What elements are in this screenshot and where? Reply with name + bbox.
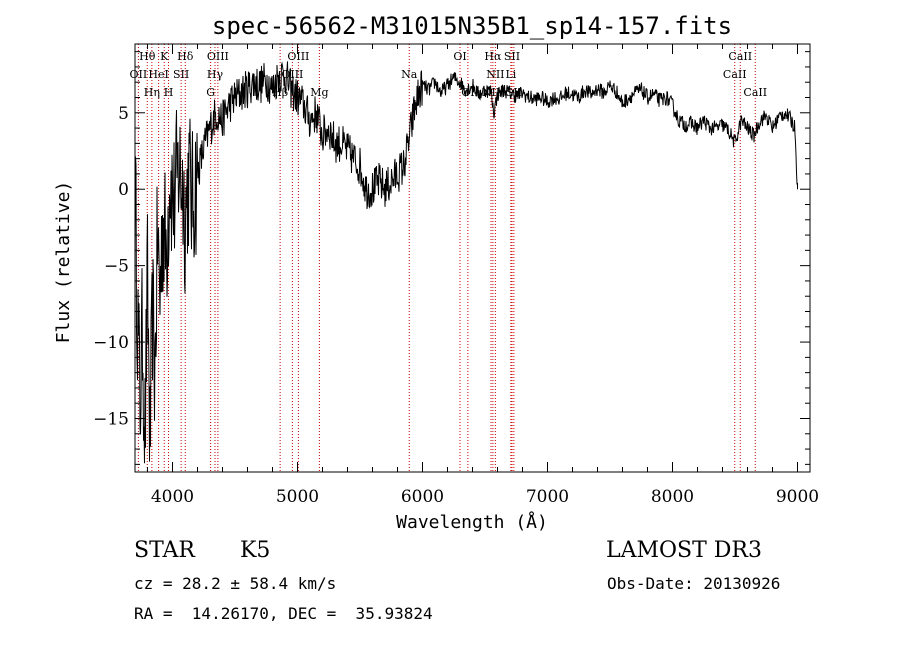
line-label-8: G bbox=[206, 86, 215, 99]
line-label-2: Hη bbox=[144, 86, 160, 99]
emission-line-labels: OIIHθHηHeIKHSIIHδGHγOIIIHβOIIIOIIIMgNaOI… bbox=[130, 50, 768, 99]
y-tick-label-1: −10 bbox=[93, 333, 129, 353]
line-label-1: Hθ bbox=[139, 50, 156, 63]
y-axis: −15 −10 −5 0 5 bbox=[93, 51, 810, 465]
y-tick-label-0: −15 bbox=[93, 410, 129, 430]
line-label-25: CaII bbox=[728, 50, 752, 63]
line-label-13: OIII bbox=[287, 50, 309, 63]
y-tick-label-3: 0 bbox=[118, 180, 129, 200]
line-label-22: SII bbox=[504, 50, 520, 63]
line-label-14: Mg bbox=[310, 86, 328, 99]
x-axis: 4000 5000 6000 7000 8000 9000 bbox=[147, 44, 819, 507]
line-label-7: Hδ bbox=[177, 50, 194, 63]
line-label-9: Hγ bbox=[207, 68, 224, 81]
x-axis-label: Wavelength (Å) bbox=[396, 511, 548, 533]
x-tick-label-3: 7000 bbox=[526, 487, 569, 507]
line-label-15: Na bbox=[401, 68, 418, 81]
line-label-24: CaII bbox=[723, 68, 747, 81]
y-tick-label-4: 5 bbox=[118, 104, 129, 124]
x-tick-label-2: 6000 bbox=[401, 487, 444, 507]
redshift-velocity: cz = 28.2 ± 58.4 km/s bbox=[134, 574, 337, 593]
x-tick-label-5: 9000 bbox=[776, 487, 819, 507]
line-label-10: OIII bbox=[207, 50, 229, 63]
line-label-19: Hα bbox=[484, 50, 502, 63]
line-label-16: OI bbox=[453, 50, 466, 63]
line-label-26: CaII bbox=[743, 86, 767, 99]
line-label-6: SII bbox=[173, 68, 189, 81]
line-label-21: Li bbox=[505, 68, 516, 81]
plot-frame bbox=[134, 43, 811, 473]
object-subclass: K5 bbox=[240, 538, 271, 563]
line-label-0: OII bbox=[130, 68, 148, 81]
line-label-3: HeI bbox=[148, 68, 168, 81]
line-label-4: K bbox=[160, 50, 169, 63]
survey-name: LAMOST DR3 bbox=[606, 538, 762, 563]
sky-coordinates: RA = 14.26170, DEC = 35.93824 bbox=[134, 604, 433, 623]
spectrum-line bbox=[134, 61, 798, 464]
observation-date: Obs-Date: 20130926 bbox=[607, 574, 781, 593]
line-label-5: H bbox=[164, 86, 174, 99]
chart-title: spec-56562-M31015N35B1_sp14-157.fits bbox=[212, 12, 732, 40]
object-class: STAR bbox=[134, 538, 195, 563]
y-axis-label: Flux (relative) bbox=[53, 181, 74, 344]
x-tick-label-1: 5000 bbox=[276, 487, 319, 507]
y-tick-label-2: −5 bbox=[104, 257, 129, 277]
x-tick-label-0: 4000 bbox=[151, 487, 194, 507]
line-label-20: NII bbox=[486, 68, 504, 81]
x-tick-label-4: 8000 bbox=[651, 487, 694, 507]
